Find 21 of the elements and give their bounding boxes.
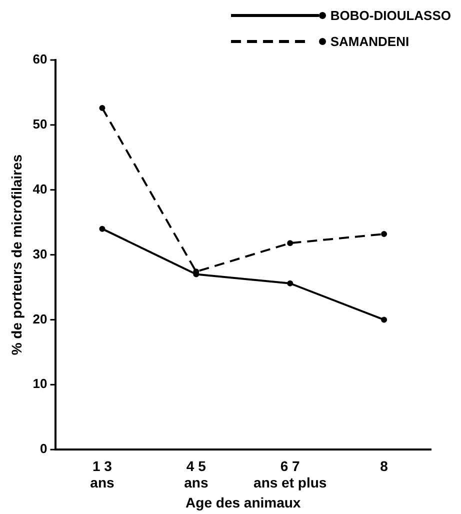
legend-label: SAMANDENI xyxy=(330,34,410,48)
y-tick-label: 30 xyxy=(32,246,48,262)
y-tick-label: 40 xyxy=(32,181,48,196)
y-axis-title: % de porteurs de microfilaires xyxy=(8,154,24,356)
x-tick-label: 1 3 ans xyxy=(90,458,115,491)
x-tick-label: 8 xyxy=(380,458,388,474)
point xyxy=(381,316,388,323)
point xyxy=(287,240,294,246)
point xyxy=(99,105,106,112)
y-tick-label: 50 xyxy=(32,116,48,132)
x-axis-title: Age des animaux xyxy=(186,494,301,510)
point xyxy=(381,231,388,238)
y-tick-label: 20 xyxy=(32,311,48,326)
point xyxy=(99,226,106,232)
y-tick-label: 60 xyxy=(32,52,48,67)
y-tick-label: 0 xyxy=(40,441,48,456)
point xyxy=(287,280,294,286)
x-tick-label: 4 5 ans xyxy=(184,458,208,491)
legend-label: BOBO-DIOULASSO xyxy=(330,8,451,22)
x-tick-label: 6 7 ans et plus xyxy=(254,458,327,491)
y-tick-label: 10 xyxy=(32,376,48,392)
